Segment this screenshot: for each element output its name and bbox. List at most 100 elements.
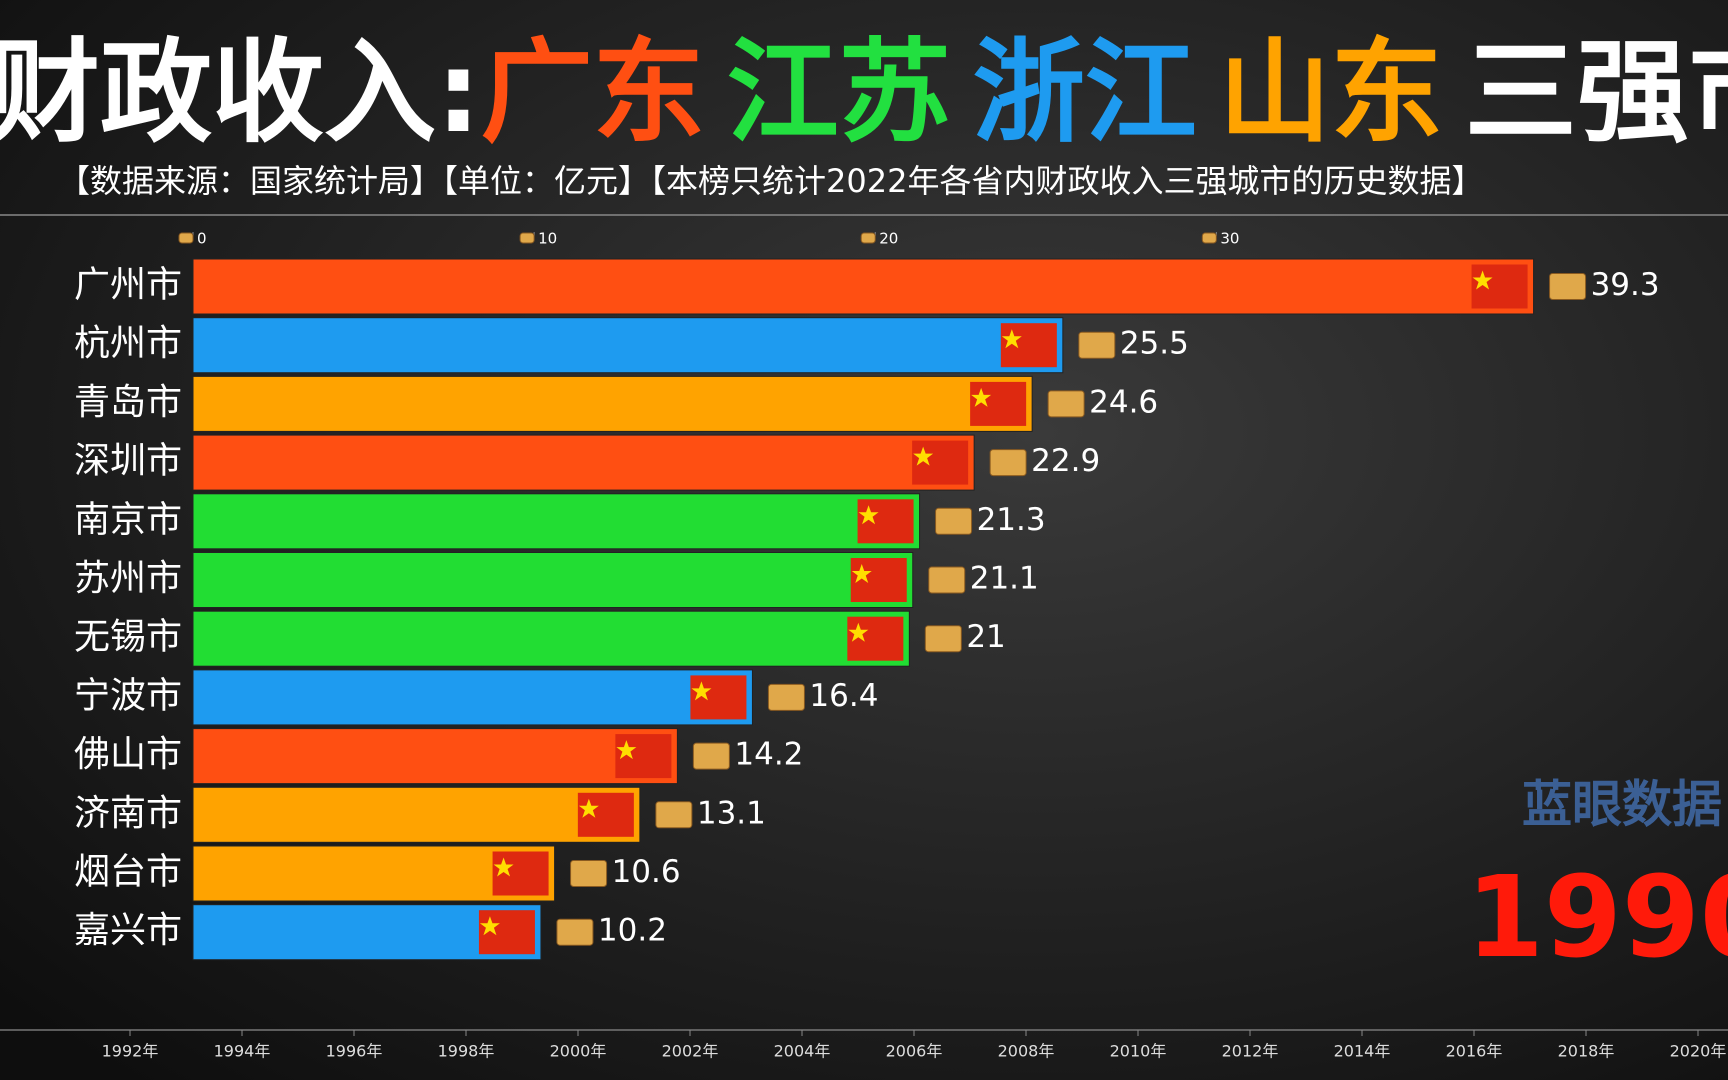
value-label: 14.2 <box>734 737 803 773</box>
value-label: 21.1 <box>970 561 1039 597</box>
x-tick-label: 20 <box>879 230 898 248</box>
coin-icon <box>1201 232 1217 244</box>
subtitle: 【数据来源：国家统计局】【单位：亿元】【本榜只统计2022年各省内财政收入三强城… <box>58 162 1483 200</box>
timeline-label: 2010年 <box>1110 1042 1167 1061</box>
timeline-label: 2012年 <box>1222 1042 1279 1061</box>
timeline-label: 2004年 <box>774 1042 831 1061</box>
y-tick-label: 济南市 <box>74 793 182 834</box>
value-label: 21 <box>966 619 1005 655</box>
watermark: 蓝眼数据 <box>1522 776 1722 834</box>
flag-field <box>690 675 747 720</box>
flag-icon <box>615 734 672 779</box>
flag-icon <box>492 851 549 896</box>
title-part: 三强市 <box>1465 28 1728 158</box>
flag-star <box>851 564 872 583</box>
title-part: 广东 <box>481 28 705 158</box>
coin-icon <box>860 232 876 244</box>
x-tick-label: 30 <box>1220 230 1239 248</box>
timeline-label: 1998年 <box>438 1042 495 1061</box>
coin-icon <box>519 232 535 244</box>
flag-field <box>615 734 672 779</box>
timeline-label: 2002年 <box>662 1042 719 1061</box>
bar <box>192 728 678 785</box>
timeline-label: 2006年 <box>886 1042 943 1061</box>
flag-field <box>847 616 904 661</box>
flag-icon <box>577 792 634 837</box>
flag-star <box>971 387 992 407</box>
coin-icon <box>655 801 693 829</box>
flag-icon <box>847 616 904 661</box>
timeline-label: 2008年 <box>998 1042 1055 1061</box>
flag-star <box>848 622 869 642</box>
chart-title: 财政收入:广东江苏浙江山东三强市 <box>0 28 1728 158</box>
bar <box>192 258 1535 315</box>
flag-star <box>479 916 500 936</box>
bar <box>192 552 914 608</box>
current-period: 1990年 <box>1466 853 1728 983</box>
value-label: 10.6 <box>612 854 681 890</box>
value-label: 39.3 <box>1591 267 1660 303</box>
title-part: 浙江 <box>973 28 1197 158</box>
flag-star <box>578 798 599 818</box>
y-tick-label: 广州市 <box>74 265 182 306</box>
coin-icon <box>935 507 973 535</box>
bar <box>192 669 753 726</box>
bar <box>192 317 1064 374</box>
flag-star <box>691 681 712 701</box>
flag-icon <box>478 910 535 955</box>
flag-icon <box>1000 323 1057 368</box>
coin-icon <box>989 449 1027 477</box>
y-tick-label: 南京市 <box>74 499 182 540</box>
y-tick-label: 烟台市 <box>74 852 182 893</box>
coin-icon <box>570 860 608 887</box>
flag-field <box>478 910 535 955</box>
y-tick-label: 深圳市 <box>74 441 182 482</box>
title-part: 财政收入: <box>0 28 481 158</box>
coin-icon <box>1078 331 1116 359</box>
bar <box>192 434 975 491</box>
title-part: 江苏 <box>727 28 951 158</box>
timeline-label: 2000年 <box>550 1042 607 1061</box>
timeline-label: 1992年 <box>102 1042 159 1061</box>
flag-field <box>1471 264 1528 309</box>
timeline-label: 2020年 <box>1670 1042 1727 1061</box>
y-tick-label: 杭州市 <box>74 323 182 364</box>
coin-icon <box>178 232 194 244</box>
flag-field <box>577 792 634 837</box>
flag-icon <box>912 440 969 485</box>
coin-icon <box>556 918 594 946</box>
flag-field <box>850 558 907 602</box>
coin-icon <box>692 742 730 770</box>
flag-star <box>858 505 879 525</box>
y-tick-label: 宁波市 <box>74 675 182 716</box>
title-part: 山东 <box>1219 28 1443 158</box>
flag-field <box>492 851 549 896</box>
timeline-label: 1994年 <box>214 1042 271 1061</box>
x-tick-label: 0 <box>197 230 207 248</box>
y-tick-label: 无锡市 <box>74 617 182 658</box>
flag-field <box>857 499 914 544</box>
flag-icon <box>970 381 1027 426</box>
timeline-label: 2014年 <box>1334 1042 1391 1061</box>
flag-star <box>1472 270 1493 290</box>
flag-icon <box>690 675 747 720</box>
x-tick-label: 10 <box>538 230 557 248</box>
bar <box>192 375 1033 432</box>
timeline-label: 1996年 <box>326 1042 383 1061</box>
flag-star <box>616 740 637 760</box>
bar <box>192 786 641 843</box>
flag-icon <box>1471 264 1528 309</box>
flag-field <box>912 440 969 485</box>
value-label: 13.1 <box>697 795 766 831</box>
bar <box>192 610 910 667</box>
value-label: 16.4 <box>809 678 878 714</box>
value-label: 10.2 <box>598 913 667 949</box>
timeline-label: 2018年 <box>1558 1042 1615 1061</box>
flag-star <box>1001 329 1022 349</box>
bar <box>192 493 921 550</box>
coin-icon <box>928 566 966 594</box>
flag-star <box>493 857 514 877</box>
value-label: 21.3 <box>977 502 1046 538</box>
flag-icon <box>850 558 907 602</box>
